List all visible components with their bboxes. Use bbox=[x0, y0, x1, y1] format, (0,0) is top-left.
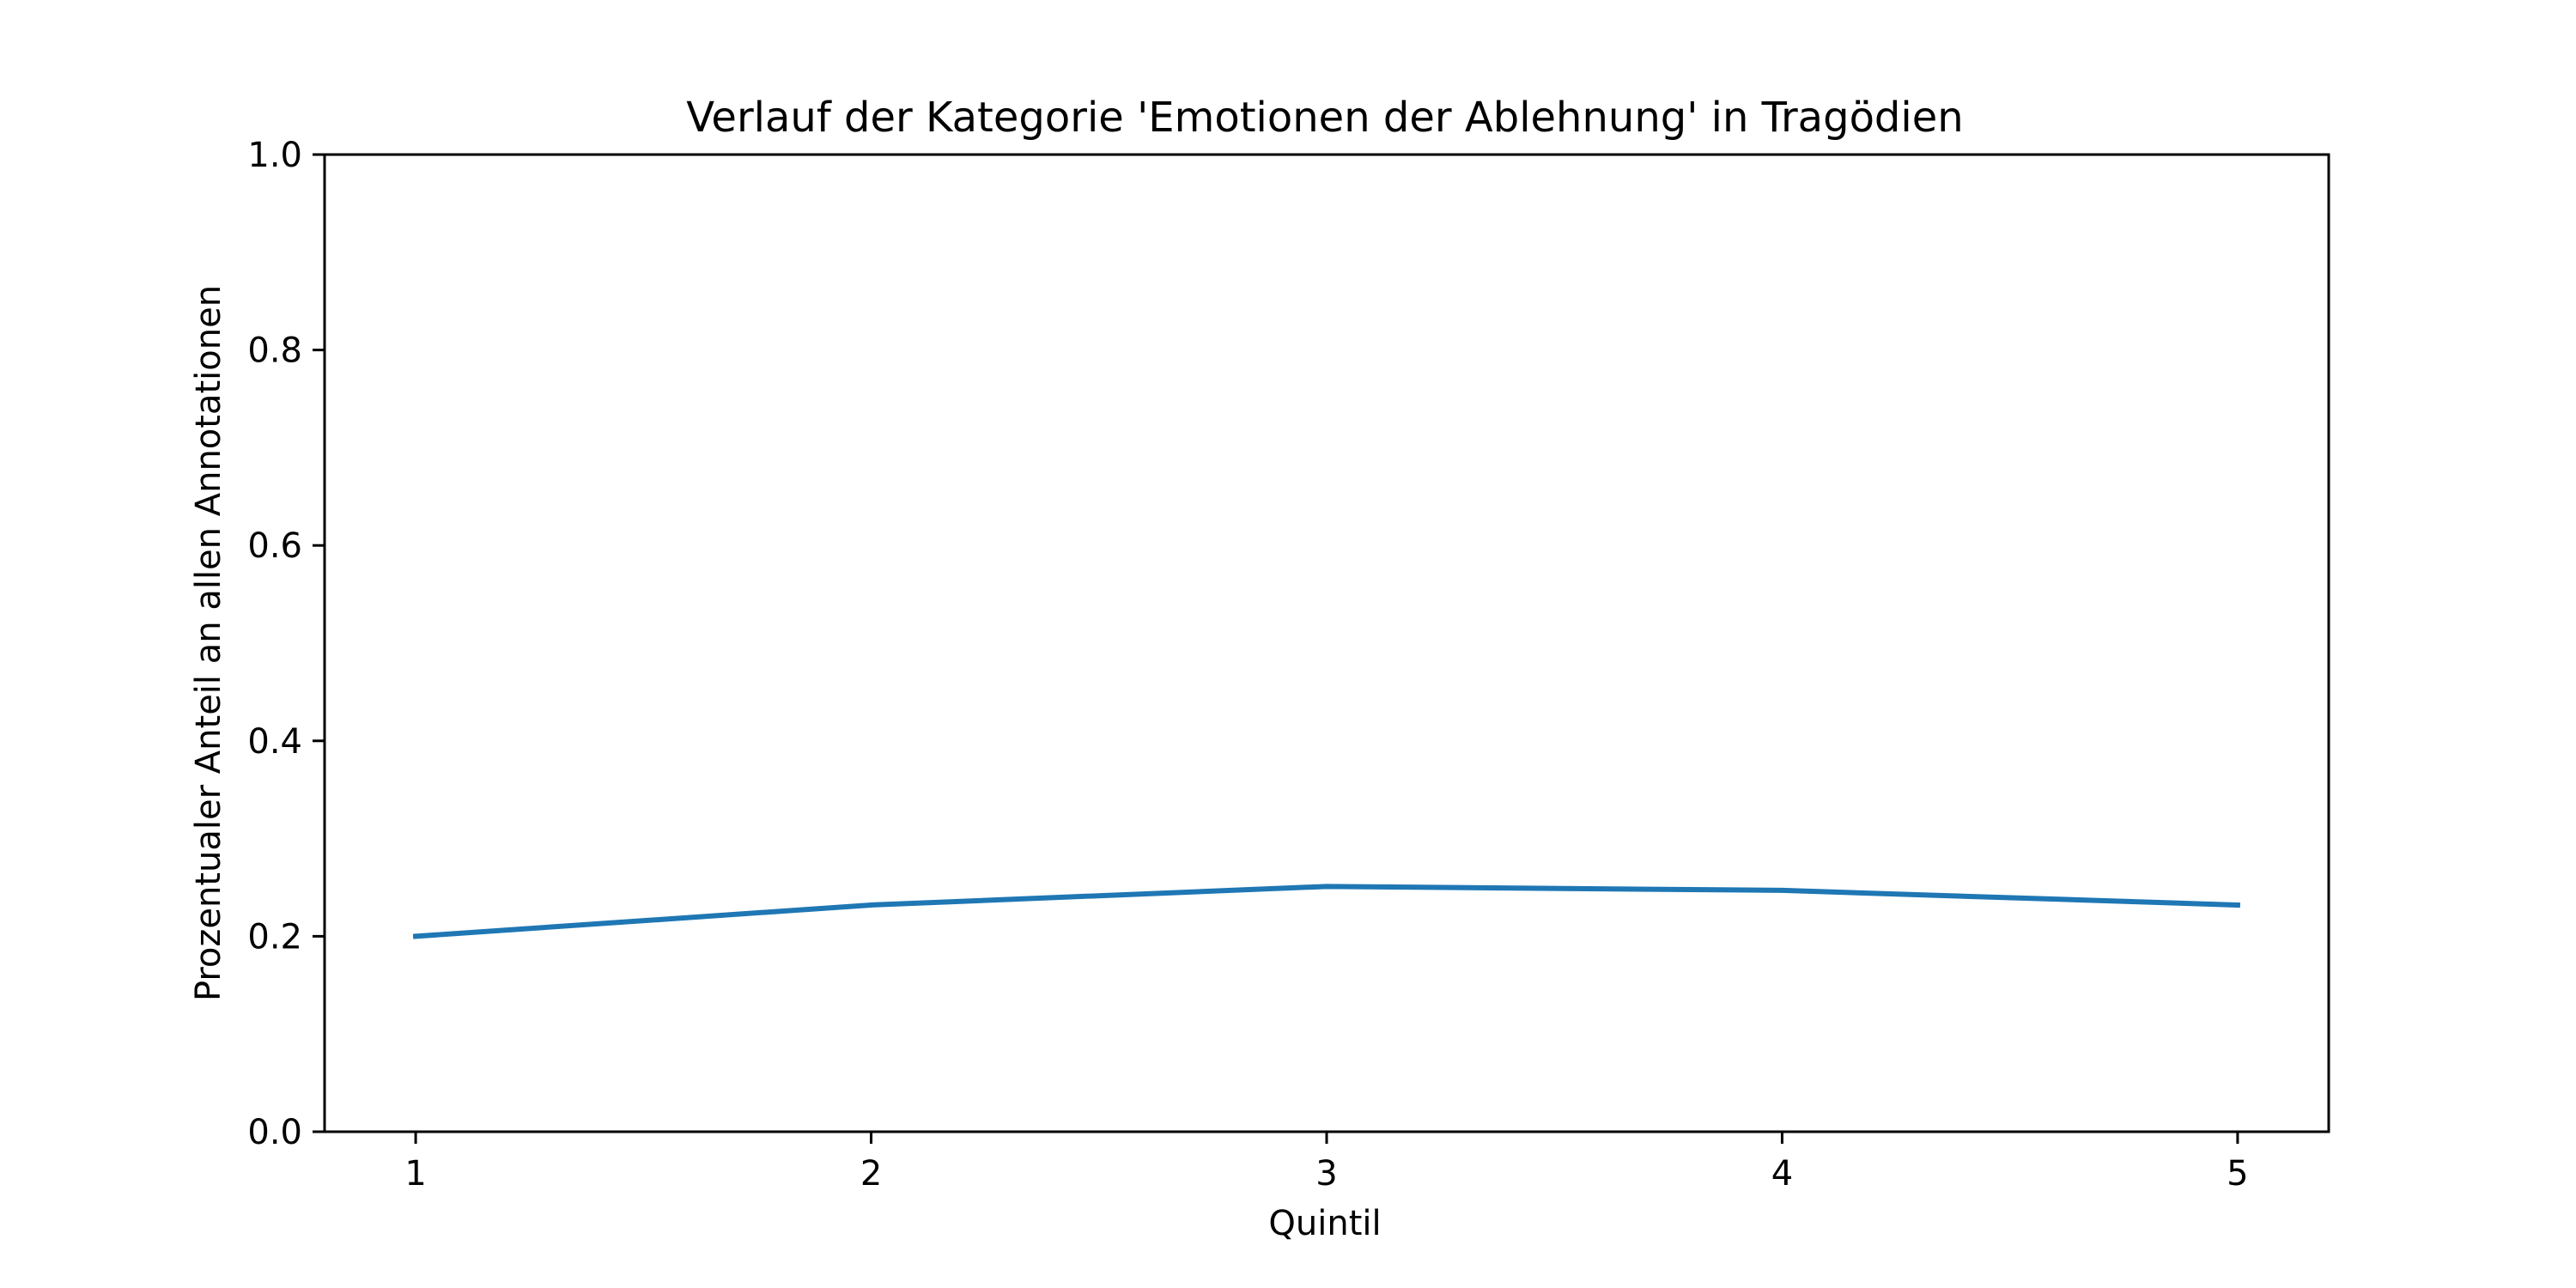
y-tick-label: 0.2 bbox=[247, 917, 302, 957]
y-tick-label: 0.4 bbox=[247, 722, 302, 762]
x-tick-label: 4 bbox=[1771, 1154, 1793, 1194]
x-tick-label: 5 bbox=[2227, 1154, 2248, 1194]
series-layer bbox=[412, 884, 2241, 939]
y-tick-label: 0.8 bbox=[247, 331, 302, 371]
x-tick-label: 2 bbox=[860, 1154, 882, 1194]
y-tick-label: 0.0 bbox=[247, 1113, 302, 1152]
chart-title: Verlauf der Kategorie 'Emotionen der Abl… bbox=[686, 94, 1963, 142]
x-tick-label: 3 bbox=[1315, 1154, 1337, 1194]
data-point bbox=[413, 933, 419, 939]
data-point bbox=[1324, 884, 1329, 890]
data-point bbox=[1779, 887, 1785, 893]
y-tick-label: 0.6 bbox=[247, 526, 302, 566]
y-axis-ticks: 0.0 0.2 0.4 0.6 0.8 1.0 bbox=[247, 136, 325, 1152]
x-axis-label: Quintil bbox=[1268, 1204, 1381, 1243]
data-point bbox=[868, 902, 874, 908]
plot-area-frame bbox=[323, 153, 2330, 1133]
y-tick-label: 1.0 bbox=[247, 136, 302, 175]
x-tick-label: 1 bbox=[404, 1154, 426, 1194]
y-axis-label: Prozentualer Anteil an allen Annotatione… bbox=[189, 285, 228, 1001]
data-point bbox=[2234, 902, 2240, 908]
x-axis-ticks: 1 2 3 4 5 bbox=[404, 1132, 2249, 1194]
